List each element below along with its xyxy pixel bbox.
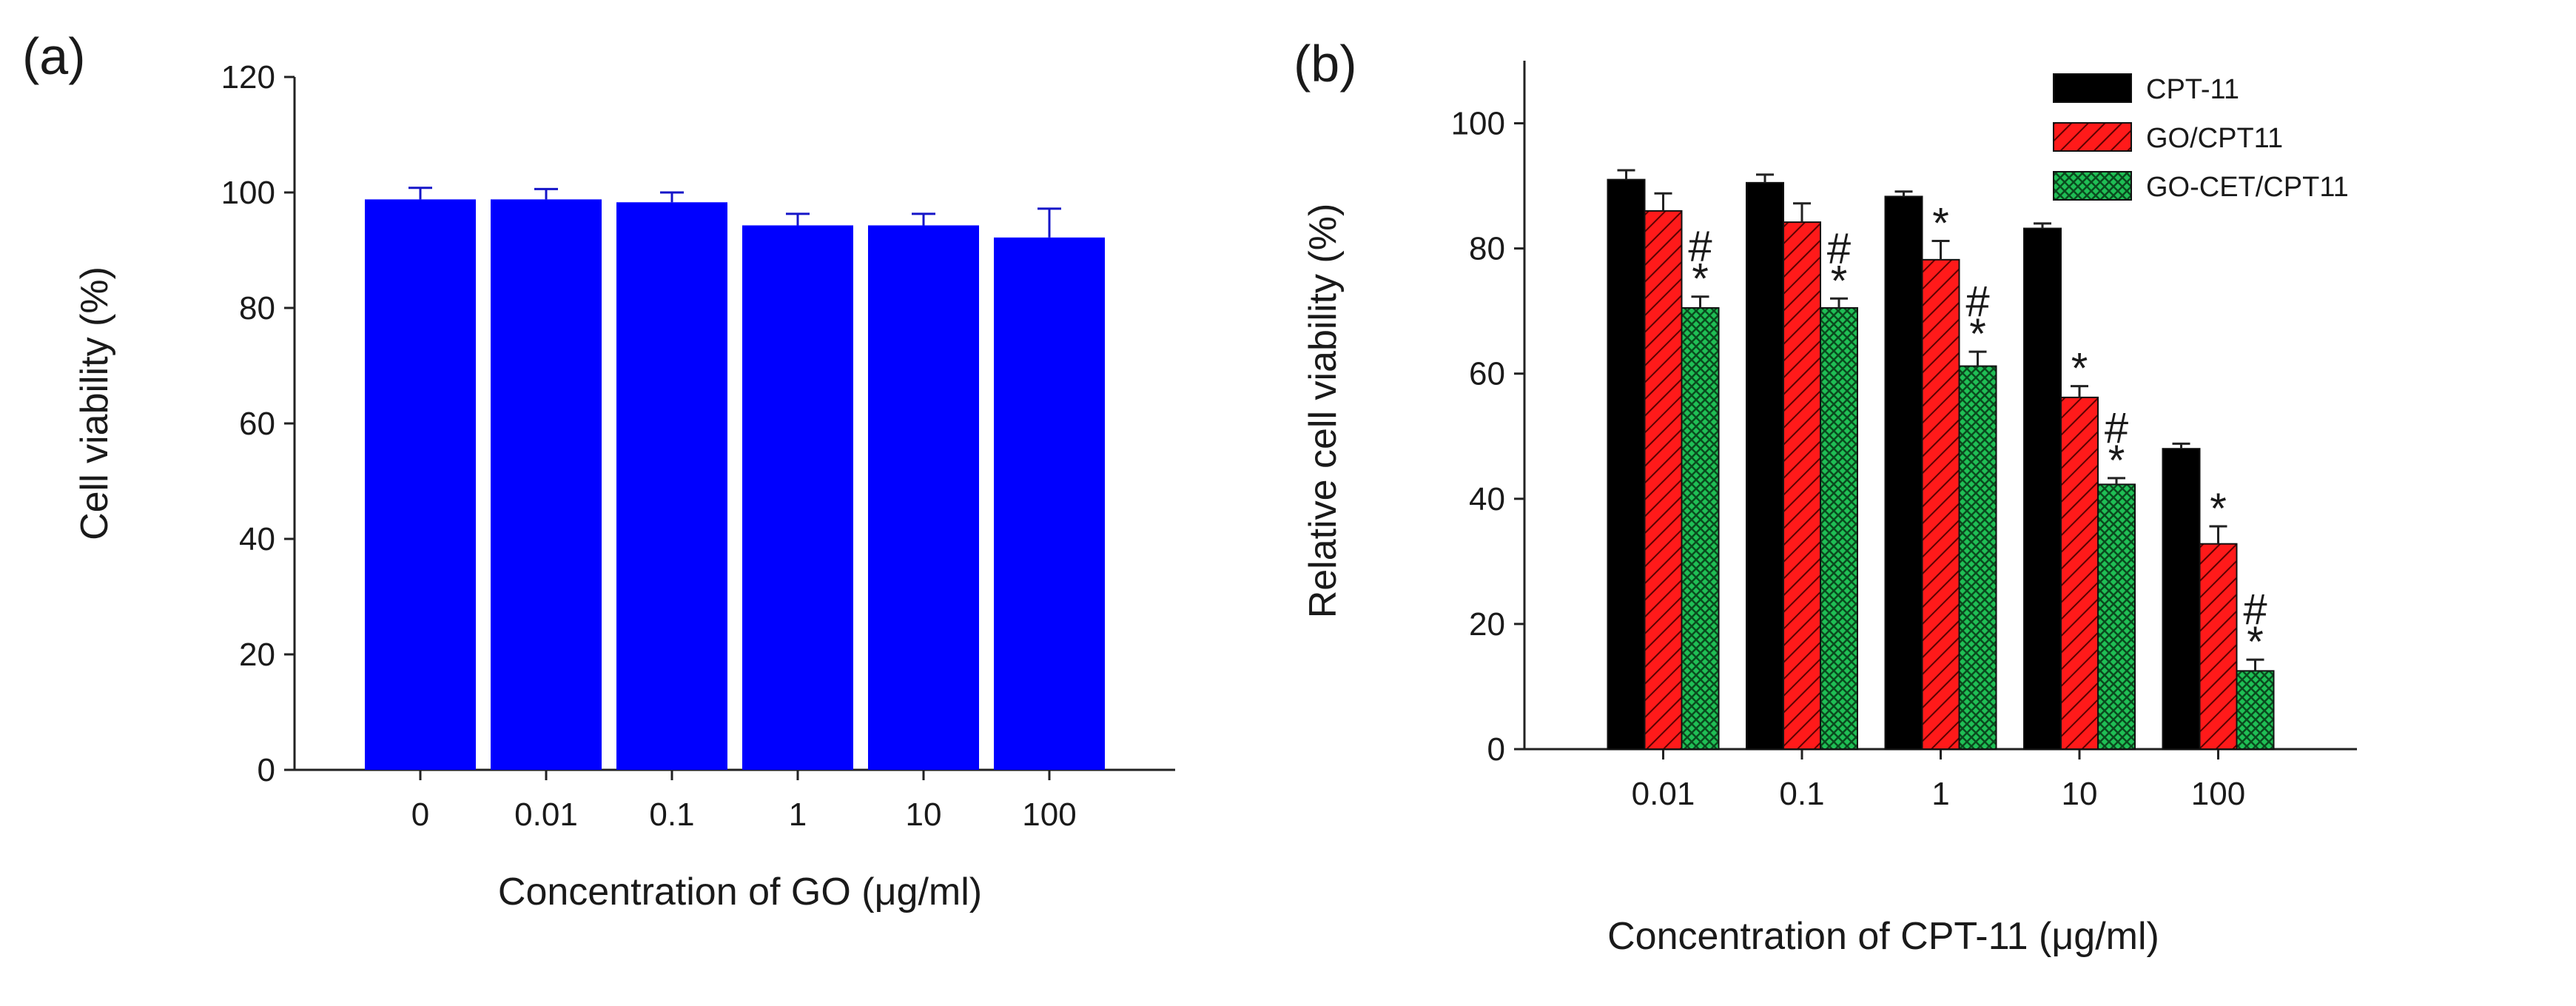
panel-a-y-axis-title: Cell viability (%) [73,266,116,540]
bar [616,202,727,770]
significance-mark: * [2210,485,2227,533]
y-tick-label: 80 [1469,231,1505,267]
x-tick-label: 100 [2191,776,2245,812]
legend-swatch [2053,73,2132,103]
bar [1783,221,1821,750]
bar [1921,258,1960,750]
significance-mark: # * [1688,223,1712,304]
x-tick-label: 1 [1931,776,1949,812]
bar [1884,195,1923,750]
x-tick-label: 10 [906,797,942,833]
panel-a-label: (a) [22,27,86,85]
bar [1958,365,1997,750]
panel-b-y-axis-title: Relative cell viability (%) [1302,204,1345,619]
y-tick-label: 100 [1451,106,1505,142]
bar [868,225,979,771]
bar [1681,306,1720,751]
legend-label: CPT-11 [2146,74,2239,105]
x-tick-label: 10 [2062,776,2098,812]
x-tick-label: 100 [1022,797,1076,833]
y-tick-label: 20 [1469,606,1505,643]
x-tick-label: 0.01 [514,797,578,833]
y-tick-label: 60 [1469,356,1505,392]
x-tick-label: 0.1 [649,797,694,833]
significance-mark: * [1932,199,1949,247]
y-tick-label: 60 [239,406,275,442]
panel-b-chart: (b) Relative cell viability (%) Concentr… [1294,35,2357,958]
bar [2023,227,2062,750]
bar [491,199,602,770]
panel-b-label: (b) [1294,35,1357,93]
y-tick-label: 0 [258,752,275,788]
bar [2162,448,2201,750]
significance-mark: # * [2105,404,2128,485]
bar [365,199,476,770]
bar [2097,483,2136,750]
y-tick-label: 100 [221,175,275,211]
y-tick-label: 80 [239,290,275,326]
y-tick-label: 120 [221,59,275,95]
bar [1746,181,1784,750]
panel-a-plot-area: 0 20 40 60 80 100 120 0 0.01 0.1 1 10 100 [221,59,1175,833]
y-tick-label: 20 [239,637,275,673]
panel-b-plot-area: 0 20 40 60 80 100 0.01 # * 0.1 # * 1 * # * 10 * # * 100 * # * [1451,61,2357,812]
legend-label: GO/CPT11 [2146,123,2283,154]
y-tick-label: 40 [239,521,275,557]
x-tick-label: 1 [789,797,807,833]
legend-label: GO-CET/CPT11 [2146,172,2349,203]
x-tick-label: 0.01 [1632,776,1695,812]
x-tick-label: 0.1 [1779,776,1824,812]
significance-mark: # * [1827,224,1851,305]
significance-mark: # * [1965,278,1989,358]
legend-swatch [2053,122,2132,152]
y-tick-label: 0 [1487,731,1505,768]
panel-b-x-axis-title: Concentration of CPT-11 (μg/ml) [1607,915,2159,958]
panel-a-x-axis-title: Concentration of GO (μg/ml) [498,871,982,913]
panel-a-chart: (a) Cell viability (%) Concentration of … [22,27,1175,913]
bar [1644,209,1683,750]
bar [994,237,1105,771]
bar [1607,178,1646,751]
bar [2236,670,2275,750]
significance-mark: * [2071,345,2088,393]
bar [2199,543,2238,750]
bar [742,225,853,771]
bar [1820,306,1858,751]
legend-swatch [2053,171,2132,201]
y-tick-label: 40 [1469,481,1505,517]
bar [2060,396,2099,750]
panel-b-legend: CPT-11 GO/CPT11 GO-CET/CPT11 [2053,73,2349,203]
x-tick-label: 0 [411,797,429,833]
significance-mark: # * [2243,586,2267,666]
